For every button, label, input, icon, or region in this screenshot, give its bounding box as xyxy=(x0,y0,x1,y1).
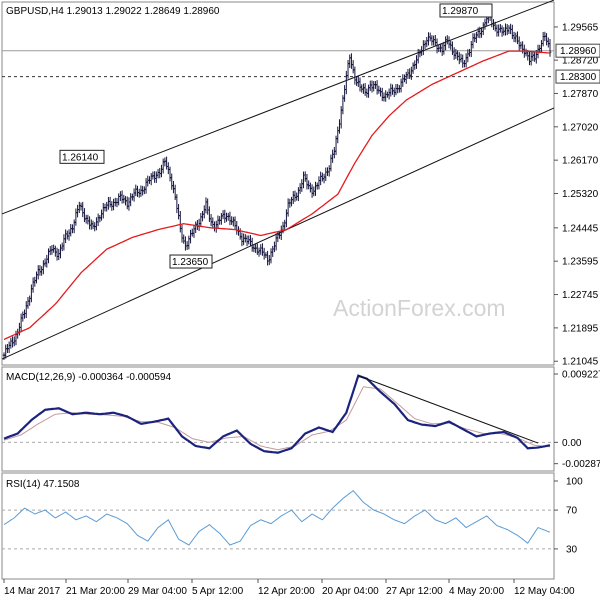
y-tick-label: 1.24445 xyxy=(562,223,599,234)
price-panel-frame xyxy=(1,1,555,366)
rsi-y-axis: 100 70 30 xyxy=(554,477,583,555)
moving-average-line xyxy=(3,50,551,341)
price-panel: GBPUSD,H4 1.29013 1.29022 1.28649 1.2896… xyxy=(1,0,600,368)
time-axis: 14 Mar 2017 21 Mar 20:00 29 Mar 04:00 5 Apr… xyxy=(3,579,575,597)
current-price-tag-text: 1.28960 xyxy=(560,46,597,57)
price-bars xyxy=(2,7,552,360)
macd-y-axis: 0.009227 0.00 -0.002879 xyxy=(554,370,600,470)
y-tick-label: 1.21895 xyxy=(562,323,599,334)
macd-panel-header: MACD(12,26,9) -0.000364 -0.000594 xyxy=(6,372,172,383)
support-price-tag-box xyxy=(555,69,600,84)
y-tick-label: 30 xyxy=(566,544,578,555)
price-label-text: 1.29870 xyxy=(442,6,479,17)
x-tick-label: 14 Mar 2017 xyxy=(4,586,61,597)
x-tick-label: 20 Apr 04:00 xyxy=(322,586,379,597)
x-tick-label: 21 Mar 20:00 xyxy=(66,586,125,597)
price-label-text: 1.23650 xyxy=(172,257,209,268)
y-tick-label: 70 xyxy=(566,506,578,517)
y-tick-label: 0.009227 xyxy=(562,370,600,381)
y-tick-label: -0.002879 xyxy=(562,459,600,470)
y-tick-label: 1.29565 xyxy=(562,22,599,33)
rsi-panel: RSI(14) 47.1508 100 70 30 xyxy=(1,472,583,580)
x-tick-label: 27 Apr 12:00 xyxy=(386,586,443,597)
x-tick-label: 12 Apr 20:00 xyxy=(258,586,315,597)
y-tick-label: 1.25320 xyxy=(562,189,599,200)
price-labels: 1.26140 1.23650 1.29870 xyxy=(59,3,493,269)
current-price-tag: 1.28960 xyxy=(555,43,600,58)
y-tick-label: 100 xyxy=(566,477,583,488)
support-price-tag: 1.28300 xyxy=(555,69,600,84)
macd-main-line xyxy=(3,374,551,454)
y-tick-label: 1.22745 xyxy=(562,290,599,301)
y-tick-label: 1.27870 xyxy=(562,89,599,100)
macd-panel: MACD(12,26,9) -0.000364 -0.000594 0.0092… xyxy=(1,366,600,472)
y-tick-label: 1.23595 xyxy=(562,257,599,268)
y-tick-label: 1.26170 xyxy=(562,156,599,167)
y-tick-label: 0.00 xyxy=(562,438,582,449)
support-price-tag-text: 1.28300 xyxy=(560,72,597,83)
price-y-axis: 1.29565 1.28720 1.27870 1.27020 1.26170 1.253… xyxy=(554,22,599,368)
x-tick-label: 5 Apr 12:00 xyxy=(192,586,244,597)
macd-trendline xyxy=(358,375,539,444)
y-tick-label: 1.27020 xyxy=(562,122,599,133)
price-label-box xyxy=(439,3,493,18)
price-label-text: 1.26140 xyxy=(62,152,99,163)
x-tick-label: 12 May 04:00 xyxy=(514,586,575,597)
rsi-panel-header: RSI(14) 47.1508 xyxy=(6,479,80,490)
price-label-box xyxy=(59,149,105,164)
price-panel-header: GBPUSD,H4 1.29013 1.29022 1.28649 1.2896… xyxy=(6,6,220,17)
rsi-panel-frame xyxy=(1,472,555,580)
y-tick-label: 1.21045 xyxy=(562,357,599,368)
channel-upper-line xyxy=(1,0,555,215)
x-tick-label: 4 May 20:00 xyxy=(449,586,504,597)
price-label-box xyxy=(169,254,213,269)
watermark: ActionForex.com xyxy=(333,295,506,321)
y-tick-label: 1.28720 xyxy=(562,56,599,67)
current-price-tag-box xyxy=(555,43,600,58)
x-tick-label: 29 Mar 04:00 xyxy=(128,586,187,597)
rsi-line xyxy=(3,490,551,546)
